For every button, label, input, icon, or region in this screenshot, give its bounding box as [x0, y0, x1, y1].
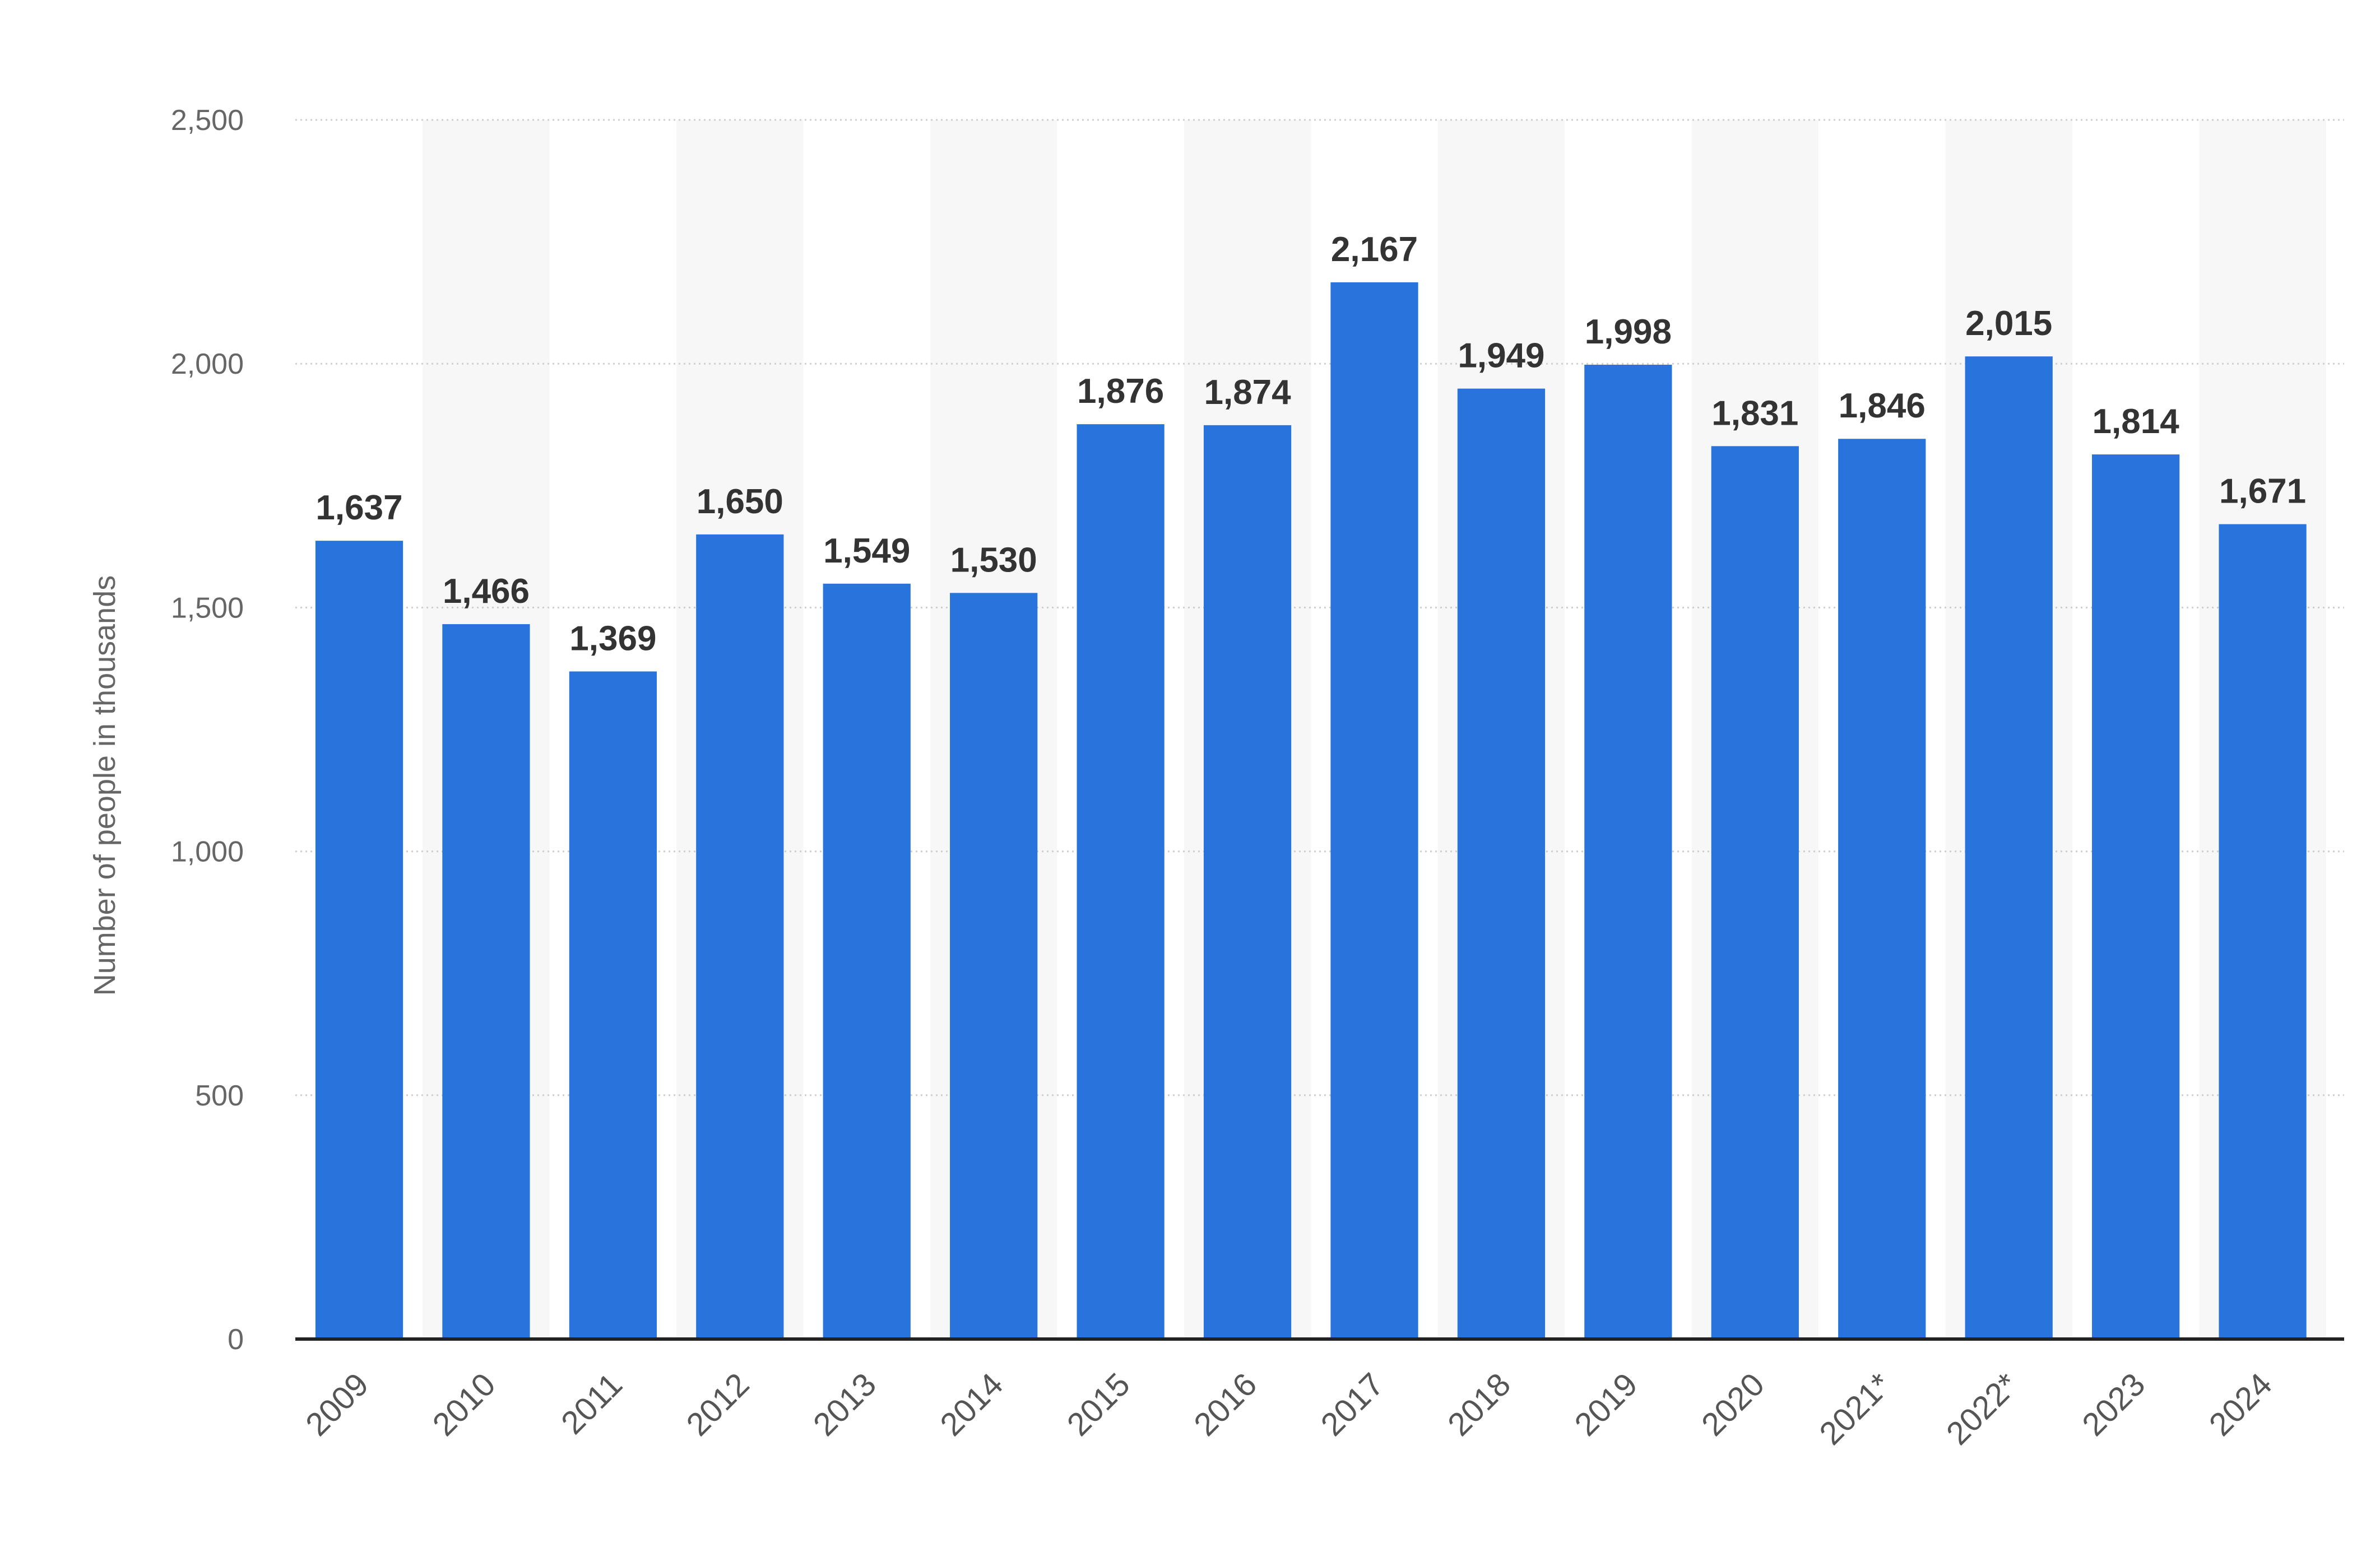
x-tick-label: 2015: [1060, 1366, 1137, 1443]
x-tick-label: 2014: [933, 1366, 1010, 1443]
bar-2019[interactable]: [1584, 364, 1672, 1339]
y-tick-label: 1,000: [171, 836, 244, 868]
x-tick-label: 2021*: [1812, 1366, 1898, 1452]
data-label: 1,831: [1711, 394, 1798, 433]
bar-2009[interactable]: [315, 541, 403, 1339]
x-axis-ticks: 2009 2010 2011 2012 2013 2014 2015 2016 2017 2018…: [299, 1366, 2279, 1452]
data-label: 1,876: [1077, 372, 1164, 411]
y-tick-label: 500: [195, 1080, 244, 1112]
bar-2015[interactable]: [1077, 424, 1165, 1339]
x-tick-label: 2023: [2075, 1366, 2152, 1443]
data-labels: 1,637 1,466 1,369 1,650 1,549 1,530 1,876 1,874…: [316, 230, 2306, 658]
gridlines: [295, 119, 2344, 1096]
y-tick-label: 2,500: [171, 104, 244, 137]
data-label: 2,015: [1965, 304, 2052, 343]
bar-2016[interactable]: [1203, 425, 1292, 1340]
x-tick-label: 2012: [679, 1366, 756, 1443]
bars: [315, 282, 2307, 1340]
bar-2017[interactable]: [1330, 282, 1418, 1339]
x-tick-label: 2024: [2202, 1366, 2279, 1443]
x-tick-label: 2009: [299, 1366, 375, 1443]
x-tick-label: 2010: [425, 1366, 502, 1443]
x-tick-label: 2022*: [1940, 1366, 2025, 1452]
bar-2013[interactable]: [823, 583, 911, 1339]
bar-2020[interactable]: [1711, 446, 1799, 1339]
bar-2022[interactable]: [1965, 356, 2053, 1339]
data-label: 1,637: [316, 489, 402, 527]
data-label: 1,949: [1458, 337, 1544, 375]
bar-2023[interactable]: [2092, 454, 2180, 1339]
x-tick-label: 2018: [1441, 1366, 1518, 1443]
x-tick-label: 2011: [554, 1366, 629, 1441]
data-label: 1,650: [697, 482, 783, 521]
y-tick-label: 0: [228, 1323, 244, 1356]
bar-2024[interactable]: [2219, 524, 2307, 1340]
data-label: 1,530: [950, 541, 1037, 579]
x-tick-label: 2017: [1314, 1366, 1390, 1443]
y-axis-title: Number of people in thousands: [88, 575, 122, 996]
data-label: 1,874: [1204, 373, 1291, 412]
data-label: 1,998: [1585, 313, 1672, 351]
x-tick-label: 2019: [1567, 1366, 1644, 1443]
data-label: 2,167: [1331, 230, 1418, 269]
x-tick-label: 2020: [1695, 1366, 1771, 1443]
y-axis-ticks: 0 500 1,000 1,500 2,000 2,500: [171, 104, 244, 1356]
y-tick-label: 2,000: [171, 348, 244, 380]
bar-2014[interactable]: [950, 593, 1038, 1339]
y-tick-label: 1,500: [171, 592, 244, 624]
bar-2018[interactable]: [1457, 388, 1546, 1340]
bar-2021[interactable]: [1838, 439, 1926, 1339]
data-label: 1,369: [569, 619, 656, 658]
bar-2011[interactable]: [569, 671, 657, 1339]
bar-2012[interactable]: [696, 534, 784, 1339]
data-label: 1,671: [2219, 472, 2306, 511]
bar-2010[interactable]: [442, 624, 530, 1339]
data-label: 1,846: [1839, 387, 1926, 425]
data-label: 1,549: [823, 532, 910, 570]
x-tick-label: 2013: [806, 1366, 883, 1443]
data-label: 1,466: [443, 572, 530, 611]
x-tick-label: 2016: [1187, 1366, 1264, 1443]
data-label: 1,814: [2093, 402, 2180, 441]
